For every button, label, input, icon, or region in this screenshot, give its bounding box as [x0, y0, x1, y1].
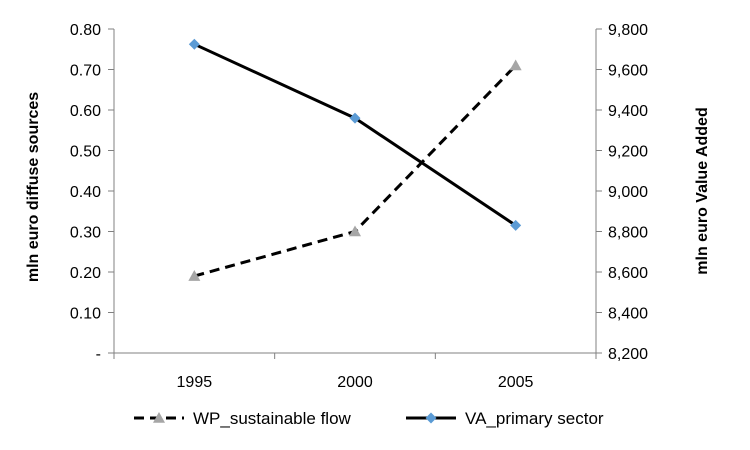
- x-axis-tick-label: 2000: [337, 374, 373, 391]
- series-2-point: [349, 112, 361, 124]
- left-axis-tick-label: 0.70: [70, 63, 101, 80]
- series-2-point: [510, 219, 522, 231]
- series-line-1: [193, 64, 517, 278]
- right-axis-tick-label: 9,400: [608, 103, 648, 120]
- series-1-point: [509, 59, 522, 71]
- left-axis-tick-label: 0.80: [70, 22, 101, 39]
- left-axis-title: mln euro diffuse sources: [25, 92, 42, 282]
- legend-marker-2: [425, 412, 437, 424]
- right-axis-tick-label: 8,400: [608, 306, 648, 323]
- x-axis-tick-label: 2005: [498, 374, 534, 391]
- series-1-point: [349, 225, 361, 237]
- right-axis-tick-label: 8,800: [608, 225, 648, 242]
- left-axis-tick-label: 0.30: [70, 225, 101, 242]
- right-axis-tick-label: 9,800: [608, 22, 648, 39]
- series: [188, 38, 522, 281]
- right-axis-tick-label: 8,200: [608, 346, 648, 363]
- left-axis-tick-label: 0.20: [70, 265, 101, 282]
- left-axis-tick-label: 0.60: [70, 103, 101, 120]
- right-axis-tick-label: 9,600: [608, 63, 648, 80]
- left-axis-tick-label: 0.40: [70, 184, 101, 201]
- left-axis-tick-label: -: [96, 346, 101, 363]
- right-axis-tick-label: 8,600: [608, 265, 648, 282]
- left-axis-tick-label: 0.10: [70, 306, 101, 323]
- right-axis-tick-label: 9,200: [608, 144, 648, 161]
- series-line-2: [193, 42, 517, 227]
- axes: - 0.10 0.20 0.30 0.40 0.50 0.60 0.70 0.80 8,200 8,…: [70, 22, 648, 391]
- left-axis-tick-label: 0.50: [70, 144, 101, 161]
- right-axis-tick-label: 9,000: [608, 184, 648, 201]
- legend: WP_sustainable flow VA_primary sector: [134, 409, 604, 428]
- right-axis-title: mln euro Value Added: [694, 107, 711, 274]
- legend-marker-1: [153, 412, 165, 423]
- legend-label-2: VA_primary sector: [465, 409, 604, 428]
- series-1-point: [188, 270, 201, 281]
- legend-label-1: WP_sustainable flow: [193, 409, 352, 428]
- axis-labels: mln euro diffuse sources mln euro Value A…: [25, 92, 711, 282]
- x-axis-tick-label: 1995: [177, 374, 213, 391]
- series-2-point: [188, 38, 200, 50]
